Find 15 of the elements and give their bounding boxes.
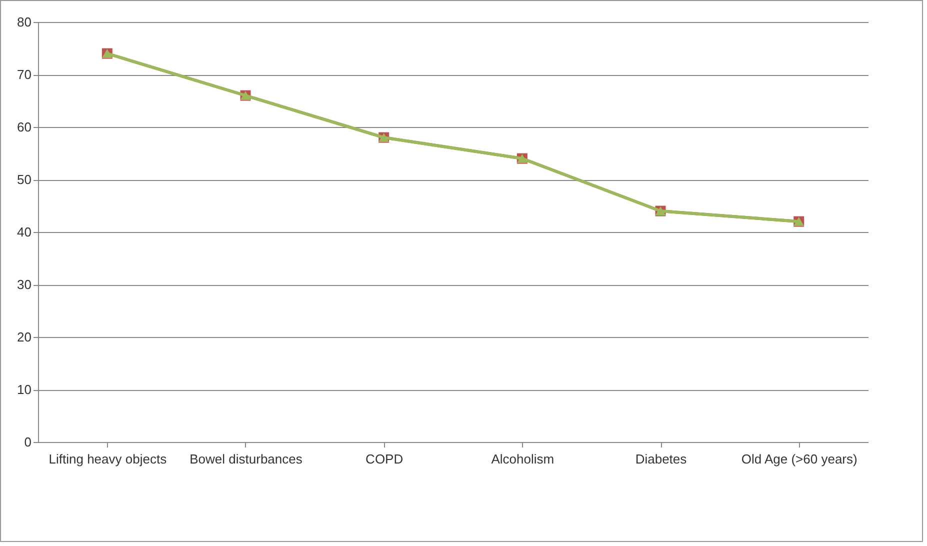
x-tick-label: Lifting heavy objects <box>48 452 168 466</box>
y-tick-label: 50 <box>17 172 32 187</box>
x-tick-label: COPD <box>366 452 404 466</box>
y-tick-label: 40 <box>17 224 32 240</box>
x-tick-label: Diabetes <box>635 452 688 466</box>
y-tick-label: 10 <box>17 382 32 397</box>
y-tick-label: 0 <box>24 434 32 450</box>
y-tick-label: 80 <box>17 14 32 30</box>
y-tick-label: 30 <box>17 277 32 292</box>
y-tick-label: 70 <box>17 67 32 82</box>
y-tick-label: 20 <box>17 330 32 344</box>
x-tick-label: Alcoholism <box>491 452 554 466</box>
x-tick-label: Bowel disturbances <box>190 452 303 466</box>
y-tick-label: 60 <box>17 120 32 134</box>
x-tick-label: Old Age (>60 years) <box>741 452 858 466</box>
